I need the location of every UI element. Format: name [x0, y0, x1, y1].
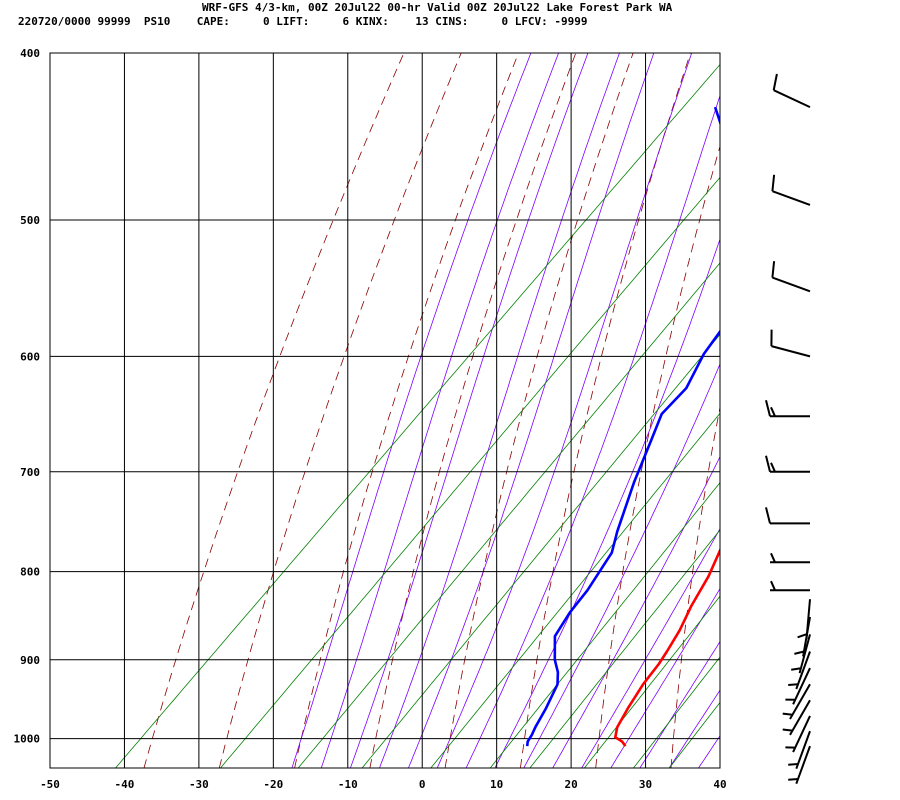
wind-barb [785, 667, 811, 705]
y-tick-label: 900 [20, 654, 40, 667]
dry-adiabat [822, 53, 900, 768]
dry-adiabat [444, 53, 634, 768]
moist-adiabat [523, 362, 720, 768]
moist-adiabat [465, 94, 720, 768]
wind-barb [770, 552, 810, 564]
x-tick-label: -20 [263, 778, 283, 791]
wind-barb [771, 174, 811, 206]
dry-adiabat [595, 144, 720, 768]
plot-frame [49, 52, 721, 769]
dewpoint-line [525, 106, 720, 747]
x-tick-label: 10 [490, 778, 503, 791]
moist-adiabat [698, 735, 720, 768]
x-tick-label: 0 [419, 778, 426, 791]
moist-adiabat [639, 640, 720, 768]
x-axis-ticks: -50 -40 -30 -20 -10 0 10 20 30 40 [40, 778, 727, 791]
moist-adiabat [494, 237, 720, 768]
moist-adiabat [726, 44, 900, 772]
temperature-line [613, 547, 720, 747]
y-tick-label: 800 [20, 566, 40, 579]
mixing-ratio-line [529, 529, 720, 768]
moist-adiabat [291, 53, 532, 768]
wind-barb [770, 580, 810, 592]
wind-barb [765, 507, 810, 525]
dry-adiabat [143, 53, 405, 768]
wind-barb [771, 261, 811, 293]
moist-adiabat [668, 689, 720, 768]
chart-title: WRF-GFS 4/3-km, 00Z 20Jul22 00-hr Valid … [202, 1, 673, 14]
moist-adiabat [610, 587, 720, 768]
wind-barb [788, 651, 811, 690]
wind-barb [782, 683, 811, 720]
mixing-ratio-line [489, 482, 720, 768]
wind-barb [791, 634, 811, 674]
wind-barb [770, 329, 811, 358]
wind-barb [788, 730, 811, 770]
x-tick-label: 40 [713, 778, 726, 791]
x-tick-label: -30 [189, 778, 209, 791]
mixing-ratio-line [633, 656, 720, 768]
dry-adiabat [520, 53, 691, 768]
moist-adiabat [552, 455, 720, 768]
dry-adiabat [369, 53, 577, 768]
wind-barb [794, 616, 811, 657]
wind-barb [785, 715, 811, 753]
chart-indices: 220720/0000 99999 PS10 CAPE: 0 LIFT: 6 K… [18, 15, 588, 28]
dry-adiabat [294, 53, 519, 768]
y-tick-label: 500 [20, 214, 40, 227]
x-tick-label: -40 [115, 778, 135, 791]
moist-adiabat [349, 53, 589, 768]
moist-adiabat [436, 53, 693, 768]
wind-barb [782, 699, 811, 736]
moist-adiabat [320, 53, 560, 768]
background-lines [115, 44, 900, 772]
dry-adiabat [746, 53, 862, 768]
moist-adiabat [581, 527, 720, 768]
x-tick-label: 20 [564, 778, 577, 791]
profile-lines [525, 106, 720, 747]
y-tick-label: 400 [20, 47, 40, 60]
x-tick-label: -50 [40, 778, 60, 791]
mixing-ratio-line [297, 262, 720, 768]
wind-barb [765, 400, 810, 418]
mixing-ratio-line [361, 333, 720, 768]
y-tick-label: 600 [20, 350, 40, 363]
mixing-ratio-line [584, 595, 720, 768]
x-tick-label: -10 [338, 778, 358, 791]
wind-barb [765, 455, 810, 473]
wind-barb [788, 745, 811, 785]
moist-adiabat [379, 53, 620, 768]
wind-barbs [765, 73, 811, 785]
mixing-ratio-line [115, 63, 720, 768]
y-axis-ticks: 400 500 600 700 800 900 1000 [14, 47, 41, 746]
wind-barb [772, 73, 811, 109]
mixing-ratio-line [668, 701, 720, 768]
moist-adiabat [407, 53, 655, 768]
dry-adiabat [670, 405, 720, 768]
mixing-ratio-line [220, 176, 720, 768]
y-tick-label: 700 [20, 466, 40, 479]
dry-adiabat [218, 53, 462, 768]
grid-lines [49, 52, 721, 768]
x-tick-label: 30 [639, 778, 652, 791]
y-tick-label: 1000 [14, 733, 41, 746]
